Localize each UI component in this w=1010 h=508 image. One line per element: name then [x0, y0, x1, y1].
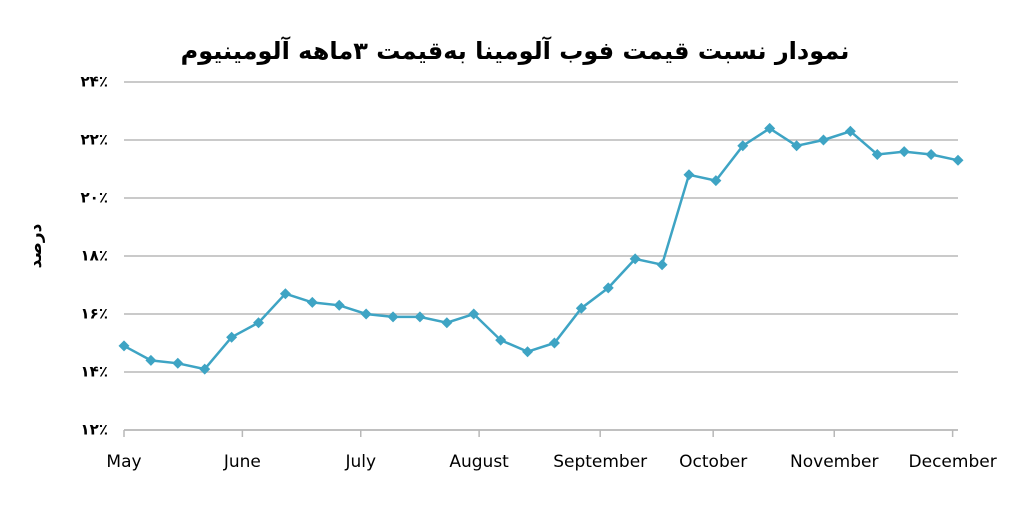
data-point	[306, 296, 318, 308]
y-axis-label: درصد	[26, 223, 46, 268]
y-tick-label: ۱۴٪	[81, 363, 108, 381]
data-point	[764, 122, 776, 134]
y-tick-label: ۲۲٪	[81, 131, 108, 149]
data-point	[253, 317, 265, 329]
data-point	[791, 140, 803, 152]
data-point	[279, 288, 291, 300]
data-point	[871, 149, 883, 160]
y-tick-label: ۱۸٪	[81, 247, 108, 265]
data-point	[844, 125, 856, 137]
data-point	[522, 346, 534, 358]
data-point	[226, 331, 238, 343]
x-tick-label: July	[344, 452, 376, 472]
data-point	[952, 154, 964, 166]
data-point	[602, 282, 614, 294]
data-point	[548, 337, 560, 349]
data-point	[199, 363, 211, 375]
data-point	[817, 134, 829, 146]
data-point	[683, 169, 695, 181]
x-tick-label: August	[449, 452, 509, 472]
data-point	[172, 357, 184, 369]
data-point	[575, 302, 587, 314]
data-point	[656, 259, 668, 271]
x-tick-label: November	[790, 452, 878, 472]
y-tick-label: ۱۶٪	[81, 305, 108, 323]
data-point	[495, 334, 507, 346]
data-point	[387, 311, 399, 323]
data-point	[145, 354, 157, 366]
x-tick-label: September	[553, 452, 647, 472]
data-point	[710, 175, 722, 187]
data-point	[333, 299, 345, 311]
x-tick-label: June	[223, 452, 261, 472]
x-tick-label: May	[106, 452, 141, 472]
data-point	[737, 140, 749, 152]
y-tick-label: ۲۴٪	[81, 73, 108, 91]
chart-title: نمودار نسبت قیمت فوب آلومینا به‌قیمت ۳ما…	[181, 36, 850, 65]
data-point	[629, 253, 641, 265]
data-line	[123, 126, 959, 371]
y-tick-label: ۱۲٪	[81, 421, 108, 439]
data-point	[468, 308, 480, 320]
y-tick-label: ۲۰٪	[81, 189, 108, 207]
data-point	[441, 317, 453, 329]
data-point	[414, 311, 426, 323]
data-point	[925, 149, 937, 160]
x-tick-label: October	[679, 452, 747, 472]
data-point	[118, 340, 130, 352]
data-point	[360, 308, 372, 320]
x-tick-label: December	[909, 452, 997, 472]
data-point	[898, 146, 910, 158]
